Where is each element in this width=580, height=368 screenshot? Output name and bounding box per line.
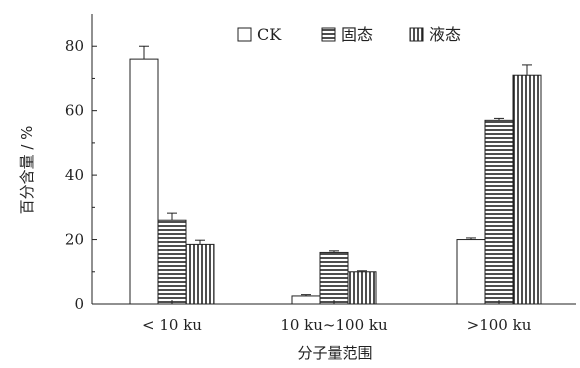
bar — [484, 119, 514, 305]
x-tick-label: < 10 ku — [142, 316, 202, 334]
bar — [512, 74, 542, 305]
bar — [185, 243, 215, 305]
bar — [291, 295, 321, 305]
y-tick-label: 20 — [65, 231, 84, 249]
y-tick-label: 0 — [74, 295, 84, 313]
legend-swatch — [321, 27, 336, 42]
bar — [456, 239, 486, 305]
bar — [157, 219, 187, 305]
legend-label: CK — [257, 25, 282, 44]
legend-label: 固态 — [341, 25, 373, 44]
y-tick-label: 40 — [65, 166, 84, 184]
x-tick-label: 10 ku~100 ku — [280, 316, 388, 334]
legend-swatch — [237, 27, 252, 42]
y-tick-label: 80 — [65, 37, 84, 55]
y-axis-title: 百分含量 / % — [18, 126, 36, 215]
y-tick-label: 60 — [65, 102, 84, 120]
x-axis-title: 分子量范围 — [297, 344, 372, 362]
legend-label: 液态 — [429, 25, 461, 44]
x-tick-label: >100 ku — [467, 316, 532, 334]
bar — [347, 271, 377, 305]
bar — [129, 58, 159, 305]
legend-swatch — [409, 27, 424, 42]
plot-area: 0 20 40 60 80 < 10 ku 10 ku~100 ku >100 ku CK 固态 液… — [65, 14, 576, 334]
bar — [319, 251, 349, 305]
